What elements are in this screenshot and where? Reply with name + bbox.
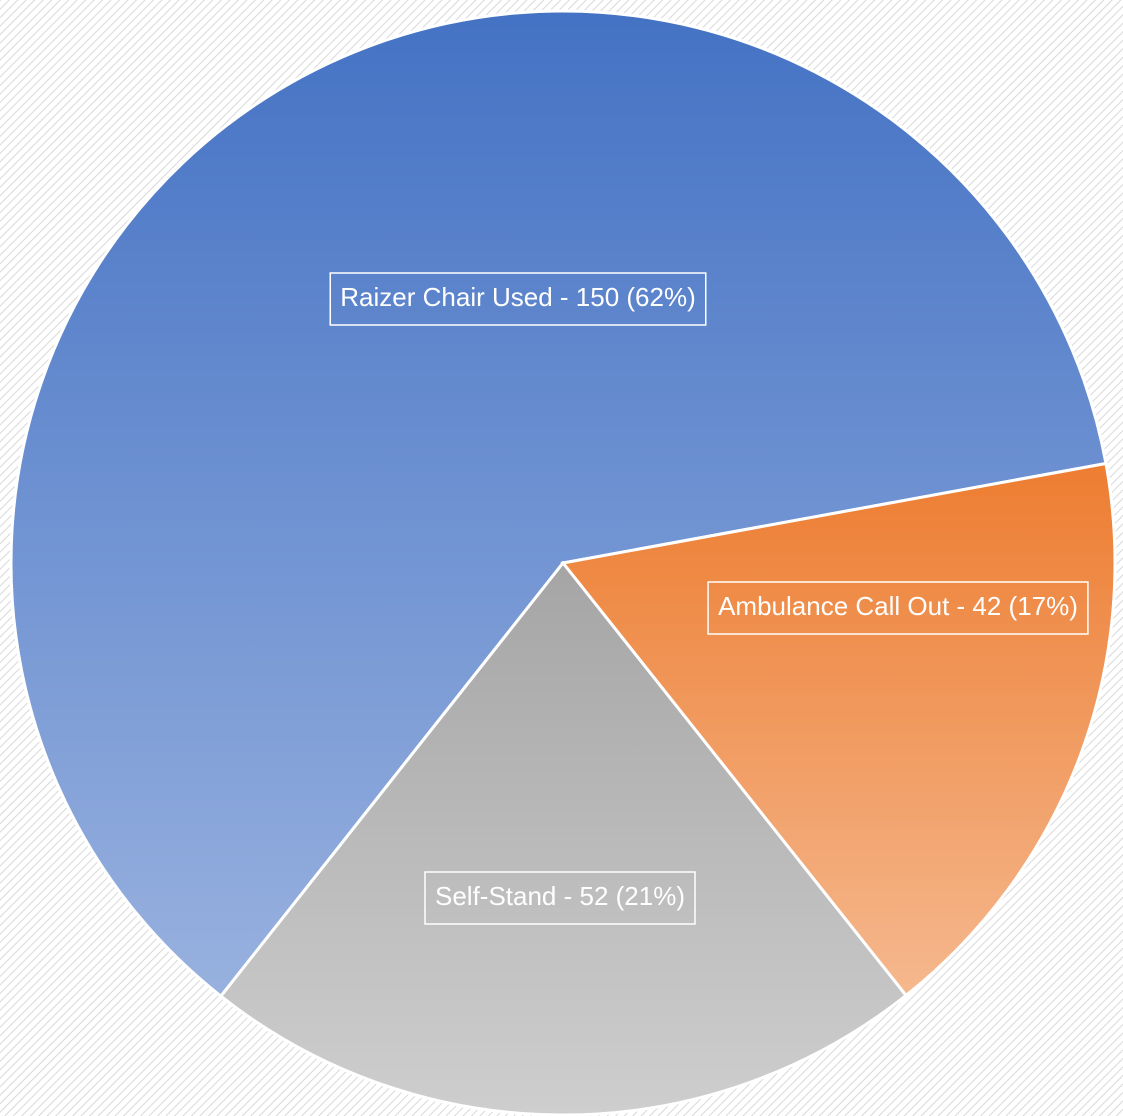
pie-slice <box>560 461 1117 998</box>
data-label: Ambulance Call Out - 42 (17%) <box>718 591 1078 621</box>
data-label: Self-Stand - 52 (21%) <box>435 881 685 911</box>
data-label-box <box>707 581 1089 635</box>
data-label-box <box>329 272 707 326</box>
data-label: Raizer Chair Used - 150 (62%) <box>340 282 695 312</box>
pie-slice <box>218 560 909 1116</box>
data-label-box <box>424 871 696 925</box>
pie-slice <box>9 9 1108 999</box>
